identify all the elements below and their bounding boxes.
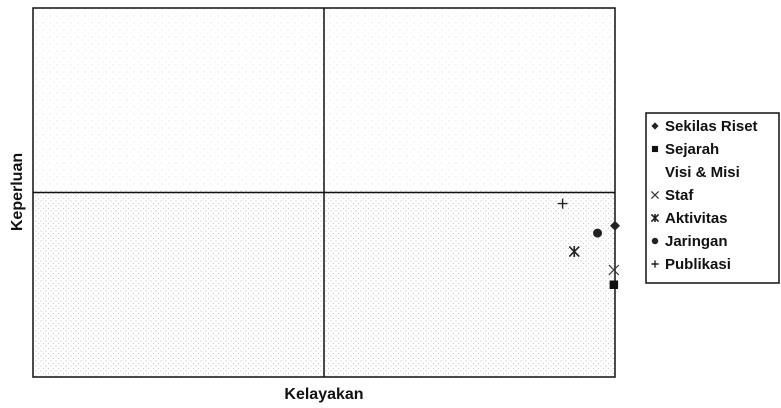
legend-label-3: Aktivitas bbox=[665, 210, 728, 227]
y-axis-label: Keperluan bbox=[9, 153, 26, 231]
legend-marker-1 bbox=[651, 145, 659, 153]
legend-marker-4 bbox=[651, 237, 659, 245]
legend-label-4: Jaringan bbox=[665, 233, 728, 250]
legend-marker-2 bbox=[650, 190, 660, 200]
legend-label-2: Staf bbox=[665, 187, 694, 204]
data-points bbox=[557, 198, 620, 289]
legend-marker-3 bbox=[650, 213, 660, 223]
legend-label-0: Sekilas Riset bbox=[665, 118, 758, 135]
data-point-plus-5-0 bbox=[557, 198, 568, 209]
legend: Sekilas Riset Sejarah Visi & Misi Staf Aktiv… bbox=[645, 112, 780, 284]
data-point-asterisk-3-0 bbox=[568, 245, 580, 258]
data-point-circle-4-0 bbox=[593, 228, 603, 238]
legend-marker-0 bbox=[651, 122, 659, 130]
data-point-square-1-0 bbox=[609, 280, 619, 289]
legend-label-5: Publikasi bbox=[665, 256, 731, 273]
data-point-diamond-0-0 bbox=[610, 220, 620, 231]
legend-label-1: Sejarah bbox=[665, 141, 719, 158]
legend-box bbox=[645, 112, 780, 284]
x-axis-label: Kelayakan bbox=[284, 386, 363, 403]
plot-area bbox=[32, 7, 616, 378]
data-point-x-thin-2-0 bbox=[608, 264, 620, 276]
legend-label-1-line1: Visi & Misi bbox=[665, 164, 740, 181]
legend-marker-5 bbox=[651, 260, 659, 268]
